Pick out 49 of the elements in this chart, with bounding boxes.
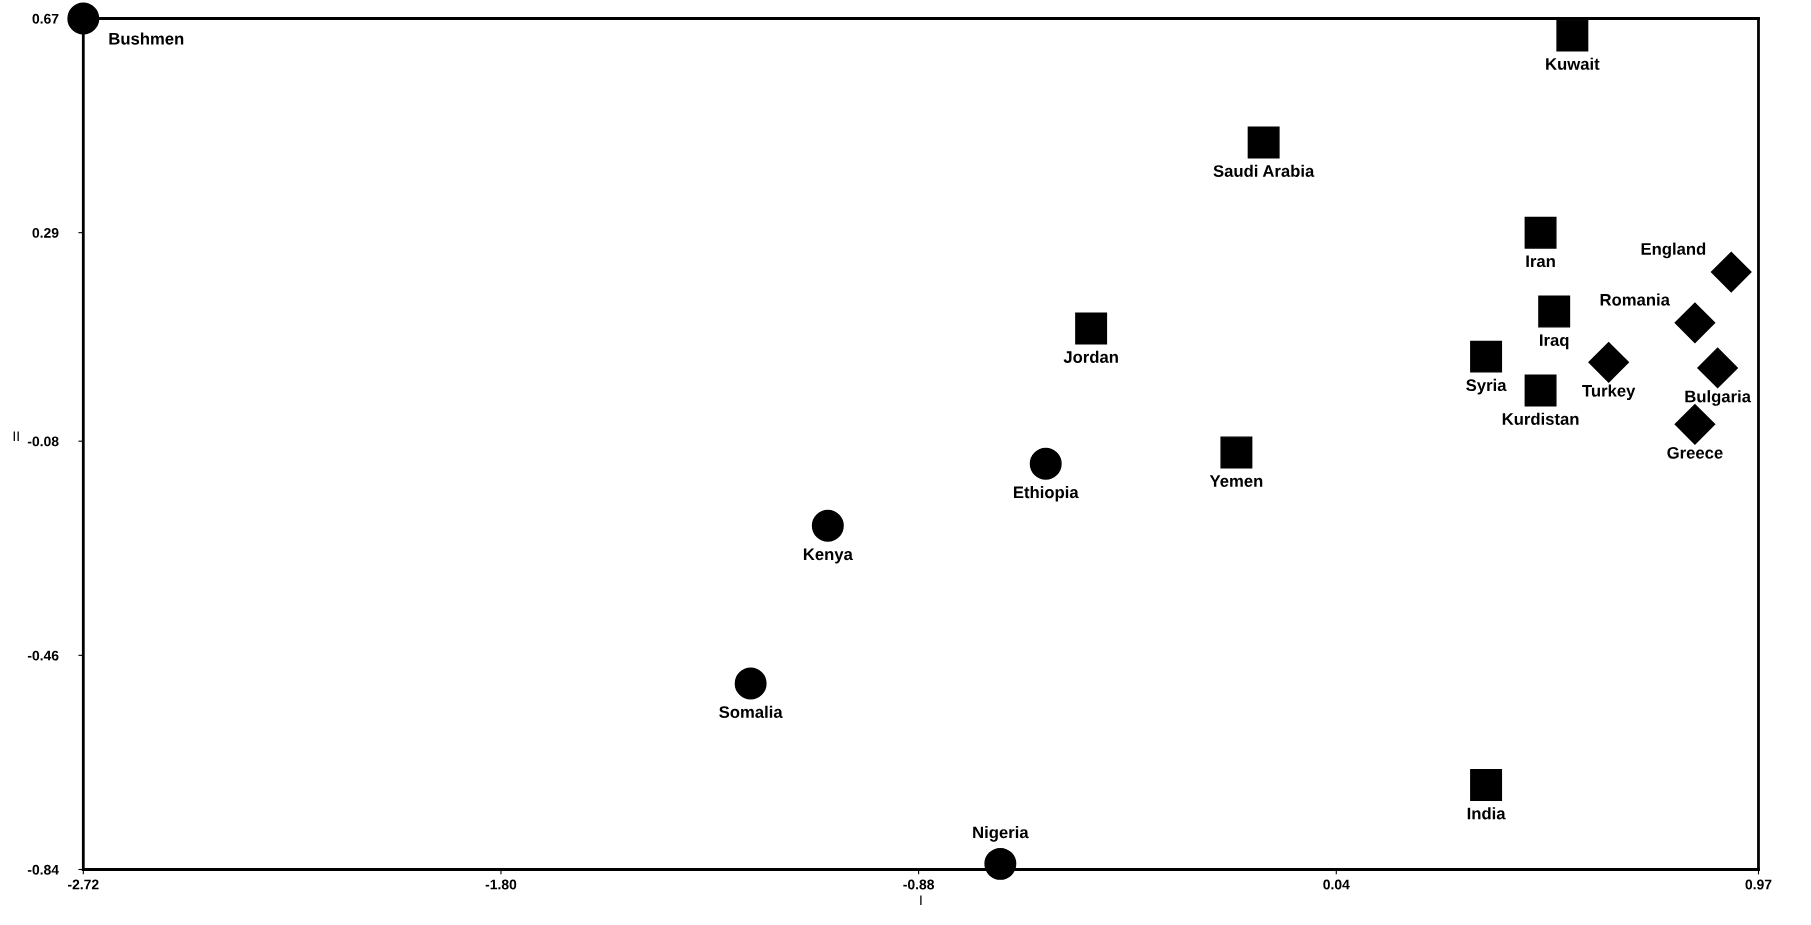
annotation: Jordan	[1063, 350, 1118, 363]
x-tick-label: 0.04	[1323, 879, 1350, 890]
annotation: Kurdistan	[1502, 412, 1579, 425]
point	[734, 667, 767, 700]
point	[1470, 768, 1503, 801]
point	[1710, 251, 1752, 293]
y-tick-label: 0.29	[32, 227, 59, 238]
point	[811, 509, 844, 542]
x-tick-label: -1.80	[485, 879, 517, 890]
annotation: Somalia	[719, 705, 783, 718]
point	[1470, 340, 1503, 373]
point	[1247, 126, 1280, 159]
point	[1556, 19, 1589, 52]
annotation: Romania	[1600, 293, 1671, 306]
y-tick-label: -0.84	[27, 864, 59, 875]
annotation: Bulgaria	[1685, 390, 1752, 406]
annotation: Saudi Arabia	[1213, 164, 1315, 177]
annotation: Nigeria	[973, 826, 1029, 842]
point	[1220, 436, 1253, 469]
annotation: England	[1641, 242, 1706, 259]
x-tick-label: 0.97	[1745, 879, 1772, 890]
annotation: India	[1467, 807, 1506, 820]
point	[984, 847, 1017, 880]
point	[1524, 374, 1557, 407]
annotation: Greece	[1667, 446, 1723, 459]
annotation: Kuwait	[1546, 57, 1600, 70]
point	[1697, 347, 1738, 389]
annotation: Iran	[1526, 255, 1555, 268]
y-tick-label: 0.67	[32, 13, 59, 24]
point	[1524, 216, 1557, 249]
y-tick-label: -0.08	[27, 436, 59, 447]
annotation: Syria	[1466, 378, 1507, 395]
point	[1075, 312, 1108, 345]
point	[1588, 341, 1630, 383]
x-tick-label: -2.72	[68, 879, 99, 890]
y-tick-label: -0.46	[27, 650, 59, 661]
annotation: Turkey	[1582, 384, 1636, 401]
point	[1538, 295, 1571, 328]
point	[1674, 302, 1716, 344]
point	[1029, 447, 1062, 480]
y-axis-title: II	[13, 431, 19, 442]
annotation: Ethiopia	[1013, 485, 1079, 502]
point	[67, 2, 100, 35]
x-axis-title: I	[920, 895, 922, 906]
annotation: Bushmen	[109, 32, 184, 45]
annotation: Kenya	[803, 548, 853, 564]
annotation: Iraq	[1540, 334, 1569, 350]
annotation: Yemen	[1209, 475, 1263, 487]
x-tick-label: -0.88	[903, 879, 935, 890]
